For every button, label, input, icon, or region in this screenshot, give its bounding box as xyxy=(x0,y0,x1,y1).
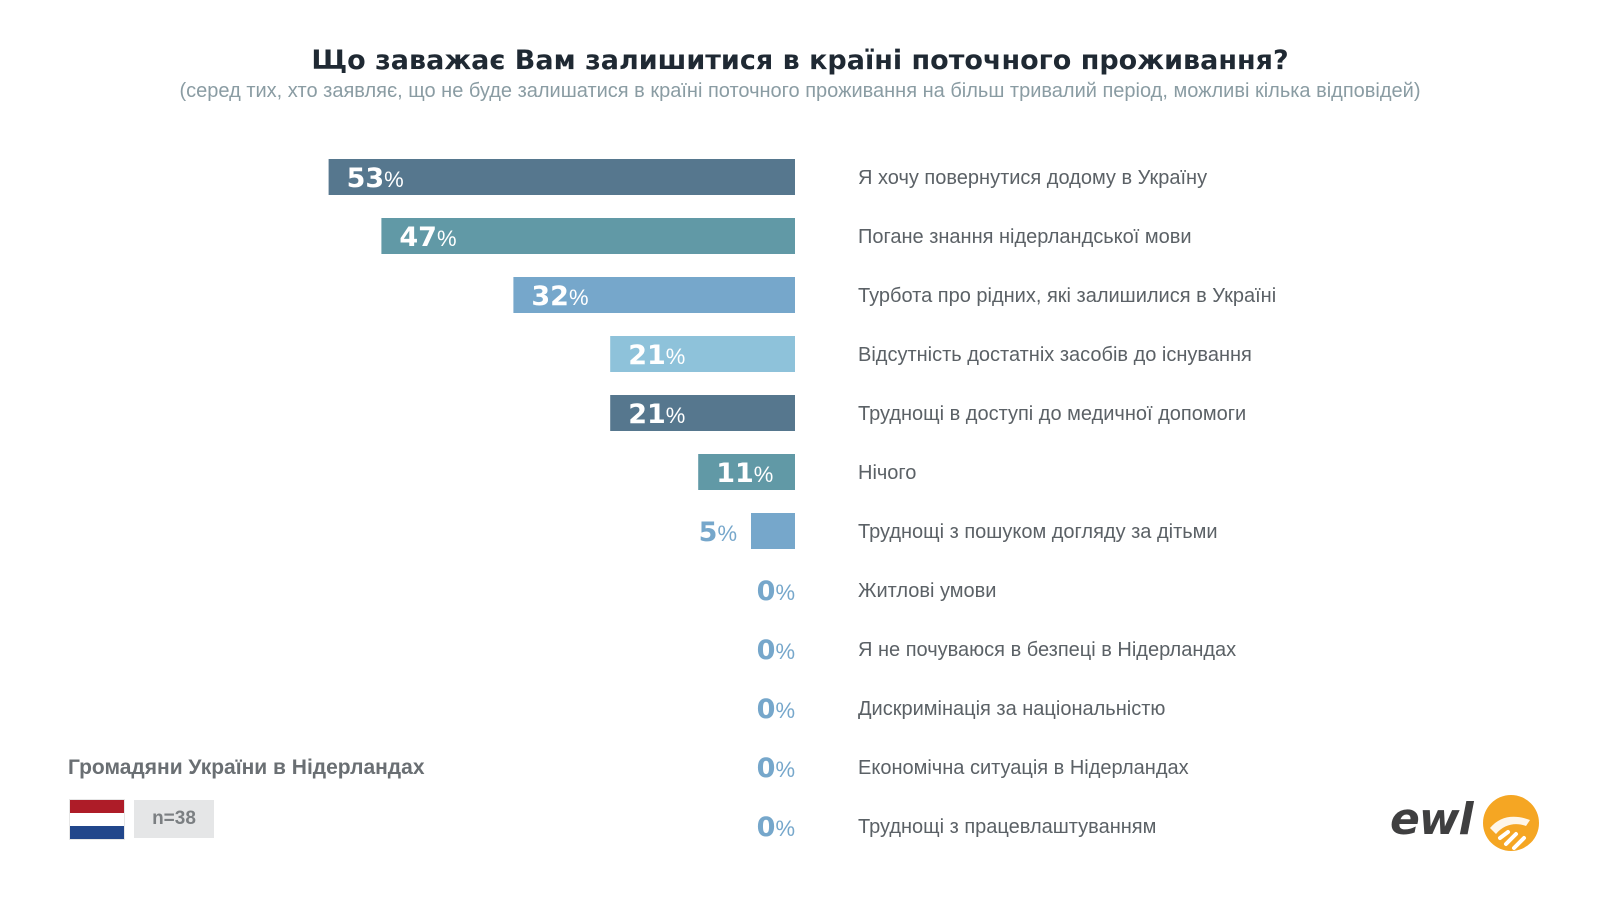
category-label: Труднощі з пошуком догляду за дітьми xyxy=(858,521,1218,543)
logo-text: ewl xyxy=(1390,794,1474,845)
category-label: Я хочу повернутися додому в Україну xyxy=(858,167,1207,189)
bar-value-label: 0% xyxy=(757,635,795,666)
bar-value-label: 11% xyxy=(716,458,773,489)
bar xyxy=(513,277,795,313)
category-label: Я не почуваюся в безпеці в Нідерландах xyxy=(858,639,1236,661)
bar-value-label: 5% xyxy=(699,517,737,548)
category-label: Відсутність достатніх засобів до існуван… xyxy=(858,344,1252,366)
bar-value-label: 53% xyxy=(347,163,404,194)
chart-subtitle: (серед тих, хто заявляє, що не буде зали… xyxy=(179,80,1421,102)
category-label: Житлові умови xyxy=(858,580,996,602)
chart-title: Що заважає Вам залишитися в країні поточ… xyxy=(311,45,1289,76)
bar-value-label: 47% xyxy=(399,222,456,253)
category-label: Турбота про рідних, які залишилися в Укр… xyxy=(858,285,1276,307)
respondent-group-label: Громадяни України в Нідерландах xyxy=(68,756,425,779)
category-label: Дискримінація за національністю xyxy=(858,698,1165,720)
bar-value-label: 21% xyxy=(628,340,685,371)
bar-value-label: 32% xyxy=(531,281,588,312)
bar xyxy=(610,395,795,431)
sample-size-badge: n=38 xyxy=(134,800,214,838)
bar-value-label: 0% xyxy=(757,753,795,784)
flag-stripe-red xyxy=(70,800,124,813)
bar-value-label: 0% xyxy=(757,812,795,843)
bar xyxy=(751,513,795,549)
bar xyxy=(381,218,795,254)
flag-stripe-blue xyxy=(70,826,124,839)
ewl-logo: ewl xyxy=(1390,792,1550,862)
category-label: Економічна ситуація в Нідерландах xyxy=(858,757,1189,779)
netherlands-flag-icon xyxy=(70,800,124,839)
category-label: Погане знання нідерландської мови xyxy=(858,226,1192,248)
bar-value-label: 0% xyxy=(757,694,795,725)
category-label: Труднощі в доступі до медичної допомоги xyxy=(858,403,1246,425)
flag-stripe-white xyxy=(70,813,124,826)
bar xyxy=(610,336,795,372)
category-label: Нічого xyxy=(858,462,916,484)
bar-value-label: 21% xyxy=(628,399,685,430)
bar-value-label: 0% xyxy=(757,576,795,607)
bar xyxy=(328,159,795,195)
category-label: Труднощі з працевлаштуванням xyxy=(858,816,1156,838)
handshake-logo-icon xyxy=(1483,795,1539,851)
bar xyxy=(698,454,795,490)
